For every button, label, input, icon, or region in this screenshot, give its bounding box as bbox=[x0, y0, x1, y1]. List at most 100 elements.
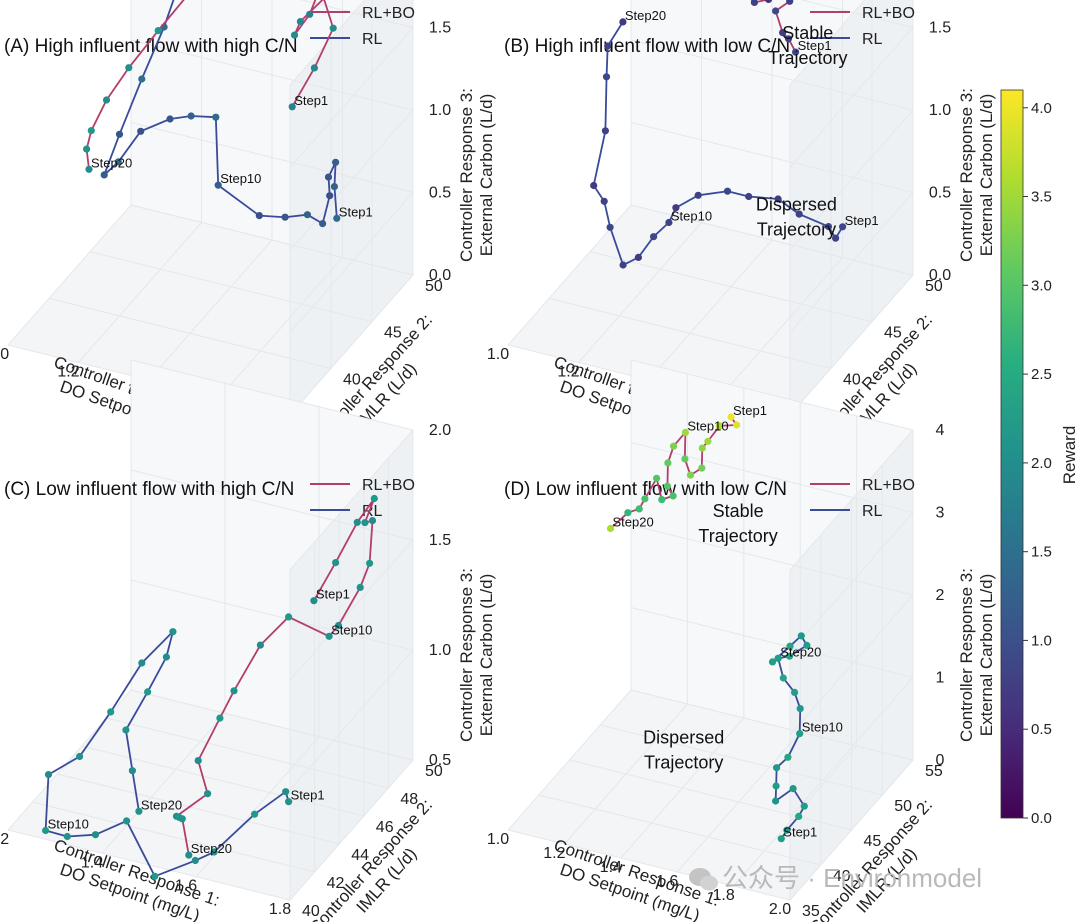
z-tick-label: 0 bbox=[936, 752, 945, 769]
step-label: Step10 bbox=[802, 720, 843, 735]
point-rl bbox=[166, 115, 174, 123]
point-rl bbox=[138, 75, 146, 83]
point-rlbo bbox=[178, 815, 186, 823]
annotation-line: Dispersed bbox=[756, 194, 837, 214]
step-label: Step1 bbox=[339, 204, 373, 219]
point-rlbo bbox=[361, 519, 369, 527]
point-rlbo bbox=[669, 492, 677, 500]
legend-rl-label: RL bbox=[362, 31, 383, 48]
point-rl bbox=[783, 826, 791, 834]
legend-rlbo-label: RL+BO bbox=[862, 477, 915, 494]
point-rlbo bbox=[310, 597, 318, 605]
point-rlbo bbox=[664, 459, 672, 467]
point-rl bbox=[797, 632, 805, 640]
point-rlbo bbox=[663, 482, 672, 490]
point-rl bbox=[694, 191, 702, 199]
point-rl bbox=[282, 788, 290, 796]
point-rl bbox=[789, 785, 797, 793]
panel-title: (C) Low influent flow with high C/N bbox=[4, 479, 294, 500]
x-tick-label: 1.6 bbox=[656, 873, 678, 890]
point-rl bbox=[138, 659, 146, 667]
y-tick-label: 50 bbox=[425, 763, 443, 780]
point-rlbo bbox=[366, 559, 374, 567]
point-rl bbox=[606, 223, 614, 231]
y-tick-label: 45 bbox=[384, 325, 402, 342]
y-tick-label: 55 bbox=[925, 763, 943, 780]
x-tick-label: 1.8 bbox=[269, 901, 291, 918]
z-tick-label: 1 bbox=[936, 670, 945, 687]
grid-z bbox=[630, 607, 914, 818]
colorbar-tick-label: 3.5 bbox=[1031, 189, 1052, 206]
point-rl bbox=[795, 812, 803, 821]
point-rl bbox=[135, 807, 143, 815]
point-rlbo bbox=[154, 27, 162, 35]
point-rlbo bbox=[658, 496, 666, 504]
series-rl bbox=[590, 18, 847, 269]
y-tick-label: 50 bbox=[925, 278, 943, 295]
point-rl bbox=[326, 192, 334, 200]
point-rl bbox=[330, 183, 338, 191]
step-label: Step20 bbox=[141, 797, 182, 812]
point-rlbo bbox=[285, 613, 293, 621]
annotation-line: Trajectory bbox=[644, 752, 723, 772]
watermark-text: 公众号 · Environmodel bbox=[722, 863, 982, 893]
point-rl bbox=[285, 798, 293, 806]
annotation-dispersed: Dispersed Trajectory bbox=[643, 727, 724, 772]
point-rl bbox=[191, 856, 199, 865]
x-tick-label: 1.2 bbox=[57, 364, 79, 381]
grid-z bbox=[130, 204, 414, 416]
x-tick-label: 1.0 bbox=[0, 346, 9, 363]
z-axis-label-line2: External Carbon (L/d) bbox=[477, 574, 496, 737]
step-label: Step10 bbox=[220, 171, 261, 186]
z-tick-label: 0.5 bbox=[929, 185, 951, 202]
point-rl bbox=[187, 112, 195, 120]
panel-c: (C) Low influent flow with high C/N RL+BO… bbox=[0, 359, 496, 922]
legend-rl-label: RL bbox=[862, 31, 883, 48]
step-label: Step1 bbox=[845, 213, 879, 228]
grid-z bbox=[130, 359, 414, 571]
point-rl bbox=[319, 220, 327, 228]
watermark: 公众号 · Environmodel bbox=[689, 863, 982, 893]
point-rlbo bbox=[653, 474, 661, 482]
grid-z bbox=[130, 579, 414, 791]
z-axis-label-line2: External Carbon (L/d) bbox=[977, 94, 996, 257]
z-axis-label-line2: External Carbon (L/d) bbox=[477, 94, 496, 257]
y-tick-label: 48 bbox=[400, 791, 418, 808]
y-tick-label: 35 bbox=[802, 903, 820, 920]
point-rlbo bbox=[332, 559, 340, 567]
side-pane bbox=[790, 0, 913, 415]
z-tick-label: 0.0 bbox=[429, 267, 451, 284]
step-label: Step20 bbox=[613, 515, 654, 530]
point-rl bbox=[634, 253, 643, 261]
point-rlbo bbox=[686, 471, 695, 479]
z-axis-label: Controller Response 3:External Carbon (L… bbox=[457, 568, 496, 742]
panel-d: (D) Low influent flow with low C/N RL+BOR… bbox=[487, 359, 996, 922]
point-rlbo bbox=[641, 495, 649, 503]
colorbar-label: Reward bbox=[1060, 426, 1079, 485]
legend-rl-label: RL bbox=[862, 503, 883, 520]
grid-z bbox=[630, 524, 914, 736]
y-tick-label: 40 bbox=[302, 903, 320, 920]
z-tick-label: 1.5 bbox=[429, 20, 451, 37]
point-rlbo bbox=[83, 145, 91, 153]
grid-z bbox=[630, 204, 914, 416]
z-axis-label-line1: Controller Response 3: bbox=[457, 88, 476, 262]
point-rl bbox=[324, 173, 333, 181]
point-rl bbox=[795, 210, 803, 218]
point-rl bbox=[162, 653, 170, 661]
series-rlbo bbox=[750, 0, 800, 56]
point-rlbo bbox=[204, 790, 212, 798]
point-rlbo bbox=[368, 517, 377, 525]
panel-a: (A) High influent flow with high C/N RL+B… bbox=[0, 0, 496, 452]
colorbar-gradient bbox=[1000, 89, 1024, 819]
point-rlbo bbox=[681, 428, 690, 436]
point-rl bbox=[619, 261, 627, 269]
point-rl bbox=[122, 726, 130, 734]
grid-z bbox=[130, 689, 414, 901]
point-rlbo bbox=[370, 494, 378, 503]
side-pane bbox=[290, 0, 413, 415]
z-axis-label: Controller Response 3:External Carbon (L… bbox=[957, 88, 996, 262]
x-tick-label: 1.4 bbox=[81, 854, 103, 871]
colorbar-tick-label: 1.5 bbox=[1031, 544, 1052, 561]
point-rl bbox=[114, 158, 122, 166]
